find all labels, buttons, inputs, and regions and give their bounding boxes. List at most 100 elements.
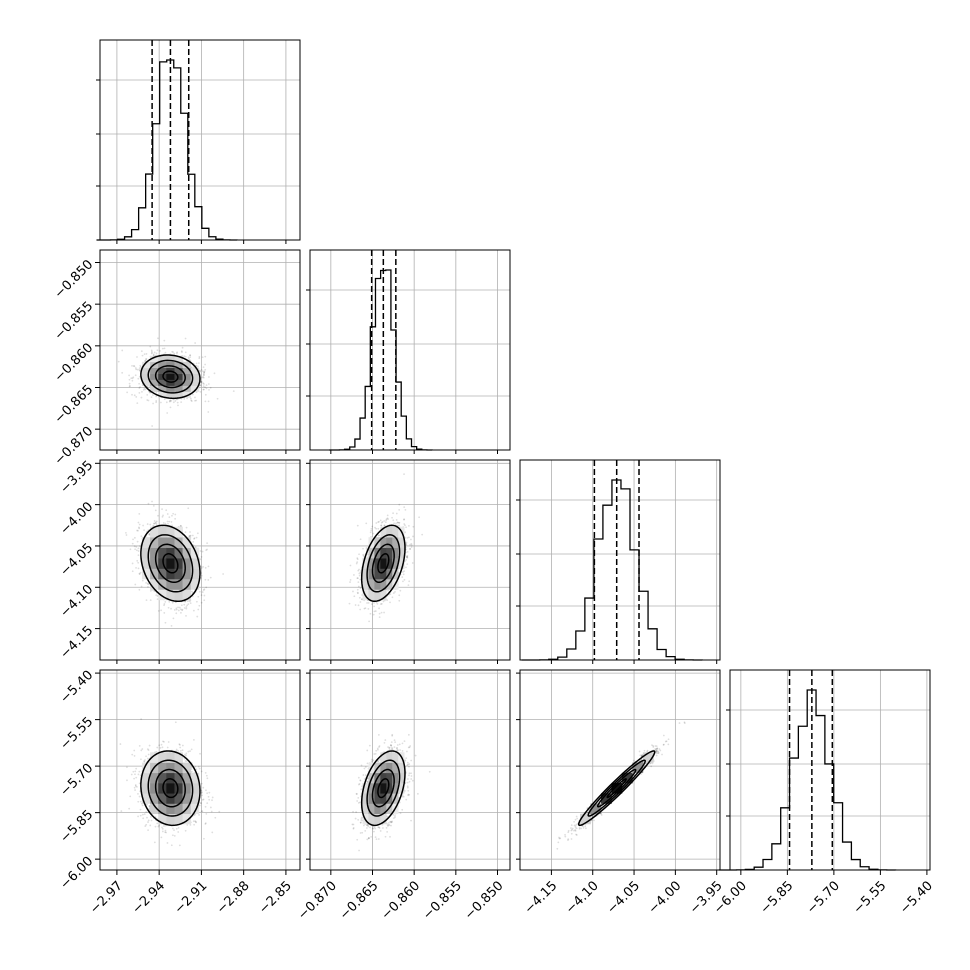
scatter-point: [204, 363, 207, 366]
scatter-point: [398, 594, 401, 597]
scatter-point: [365, 547, 368, 549]
scatter-point: [163, 825, 165, 827]
scatter-point: [591, 815, 593, 818]
density-cell: [158, 391, 167, 398]
scatter-point: [135, 767, 138, 770]
scatter-point: [405, 542, 408, 545]
scatter-point: [170, 400, 173, 402]
density-cell: [380, 752, 387, 763]
scatter-point: [163, 604, 165, 607]
scatter-point: [140, 585, 143, 588]
scatter-point: [169, 399, 172, 402]
scatter-point: [373, 830, 375, 833]
density-cell: [150, 558, 159, 569]
scatter-point: [656, 747, 658, 750]
scatter-point: [358, 849, 360, 852]
scatter-point: [200, 368, 203, 371]
scatter-point: [184, 355, 187, 358]
scatter-point: [152, 394, 154, 396]
scatter-point: [398, 599, 401, 602]
scatter-point: [380, 521, 383, 524]
scatter-point: [395, 519, 398, 521]
scatter-point: [133, 786, 136, 789]
scatter-point: [399, 749, 401, 751]
scatter-point: [359, 578, 362, 581]
scatter-point: [172, 401, 175, 404]
scatter-point: [125, 534, 128, 536]
scatter-point: [399, 589, 402, 592]
density-cell: [174, 568, 183, 580]
scatter-point: [381, 823, 384, 826]
scatter-point: [404, 508, 407, 511]
density-cell: [374, 813, 381, 825]
histogram-0: [96, 39, 301, 241]
scatter-point: [188, 535, 191, 537]
scatter-point: [194, 820, 197, 823]
scatter-point: [395, 512, 398, 515]
scatter-point: [211, 796, 214, 799]
density-cell: [182, 558, 192, 569]
scatter-point: [390, 821, 393, 824]
density-cell: [150, 803, 159, 815]
density-cell: [590, 803, 602, 815]
scatter-point: [197, 765, 200, 768]
density-cell: [166, 361, 175, 369]
density-cell: [166, 568, 175, 580]
scatter-point: [184, 760, 187, 762]
scatter-point: [570, 838, 573, 840]
scatter-point: [189, 354, 192, 357]
scatter-point: [407, 793, 410, 796]
scatter-point: [175, 748, 178, 751]
scatter-point: [147, 819, 150, 822]
scatter-point: [368, 744, 371, 747]
scatter-point: [389, 593, 392, 596]
density-cell: [174, 589, 183, 601]
scatter-point: [402, 571, 404, 573]
scatter-point: [386, 517, 389, 520]
scatter-point: [146, 399, 149, 401]
scatter-point: [559, 837, 562, 840]
scatter-point: [168, 400, 171, 403]
x-tick-label: −0.850: [462, 878, 507, 923]
scatter-point: [128, 385, 131, 388]
scatter-point: [403, 518, 406, 521]
scatter-point: [410, 546, 413, 548]
scatter-point: [135, 396, 138, 398]
scatter-point: [128, 382, 131, 385]
scatter-point: [173, 829, 175, 832]
scatter-point: [203, 837, 205, 840]
scatter-point: [375, 522, 378, 524]
scatter-point: [146, 393, 149, 396]
density-cell: [150, 752, 159, 763]
scatter-point: [409, 548, 411, 550]
scatter-point: [164, 621, 167, 624]
scatter-point: [349, 579, 352, 581]
density-cell: [380, 793, 387, 804]
density-cell: [362, 568, 369, 580]
scatter-point: [163, 740, 165, 743]
density-cell: [386, 547, 393, 559]
scatter-point: [396, 746, 398, 749]
scatter-point: [391, 746, 393, 749]
scatter-point: [202, 366, 205, 369]
y-tick-label: −4.00: [58, 499, 97, 538]
density-cell: [580, 813, 591, 825]
scatter-point: [382, 600, 385, 603]
scatter-point: [408, 780, 411, 783]
scatter-point: [140, 535, 143, 538]
scatter-point: [200, 381, 203, 383]
scatter-point: [141, 813, 144, 816]
scatter-point: [655, 754, 658, 757]
scatter-point: [162, 740, 164, 743]
scatter-point: [359, 779, 362, 782]
density-cell: [174, 355, 183, 363]
scatter-point: [403, 518, 405, 521]
scatter-point: [209, 576, 212, 579]
scatter-point: [149, 599, 152, 602]
scatter-point: [183, 607, 186, 609]
density-cell: [166, 391, 175, 398]
scatter-point: [138, 782, 141, 785]
scatter-point: [130, 377, 133, 380]
histogram-3: [718, 669, 931, 871]
scatter-point: [575, 834, 578, 836]
